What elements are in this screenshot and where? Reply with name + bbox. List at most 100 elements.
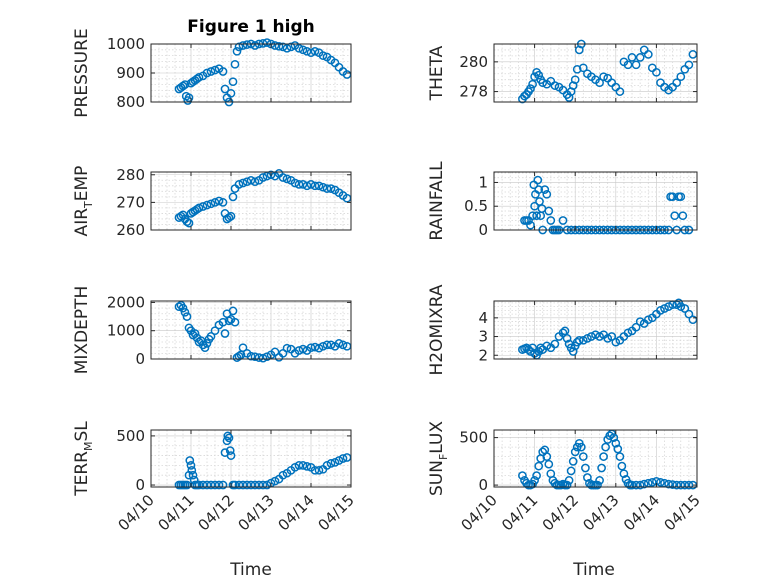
data-point bbox=[242, 177, 252, 187]
data-point bbox=[220, 329, 230, 338]
y-axis-label-subscript: F bbox=[437, 454, 450, 460]
data-point bbox=[318, 51, 328, 60]
data-point bbox=[672, 78, 682, 88]
data-point bbox=[226, 88, 236, 98]
data-point bbox=[534, 70, 544, 80]
data-point bbox=[595, 476, 604, 485]
data-point bbox=[631, 322, 641, 332]
data-point bbox=[178, 303, 188, 313]
data-point bbox=[290, 178, 300, 188]
y-tick-label: 280 bbox=[459, 53, 488, 71]
data-point bbox=[605, 431, 615, 441]
data-point bbox=[234, 351, 244, 361]
x-axis-label-right: Time bbox=[572, 560, 615, 580]
subplot-1: 800 900 1000 PRESSURE bbox=[72, 28, 352, 118]
data-point bbox=[246, 175, 256, 185]
data-point bbox=[587, 332, 596, 341]
y-axis-label: AIRTEMP bbox=[72, 166, 95, 237]
y-axis-label: TERRMSL bbox=[72, 421, 95, 497]
axes-frame bbox=[493, 171, 698, 231]
data-point bbox=[238, 41, 248, 50]
data-point bbox=[254, 353, 264, 362]
axes-frame bbox=[493, 43, 698, 103]
data-point bbox=[250, 41, 260, 50]
data-point bbox=[550, 339, 560, 349]
y-tick-label: 280 bbox=[116, 166, 145, 184]
y-tick-label: 3 bbox=[478, 328, 488, 346]
data-point bbox=[242, 480, 252, 490]
data-point bbox=[246, 480, 256, 490]
data-point bbox=[228, 306, 238, 316]
data-point bbox=[619, 469, 629, 479]
data-point bbox=[202, 480, 212, 490]
data-point bbox=[184, 218, 194, 228]
data-point bbox=[627, 480, 637, 490]
data-point bbox=[526, 220, 535, 230]
data-point bbox=[318, 341, 328, 351]
data-point bbox=[234, 42, 244, 52]
data-point bbox=[220, 84, 230, 94]
data-point bbox=[186, 461, 196, 470]
data-point bbox=[182, 312, 192, 321]
data-point bbox=[601, 442, 610, 452]
data-point bbox=[310, 181, 320, 191]
data-point bbox=[542, 189, 552, 199]
data-point bbox=[178, 81, 188, 91]
data-point bbox=[202, 339, 212, 348]
data-point bbox=[613, 444, 623, 454]
plot-area bbox=[494, 430, 697, 487]
y-tick-label: 500 bbox=[116, 427, 145, 445]
data-point bbox=[528, 211, 537, 221]
data-point bbox=[218, 317, 228, 327]
data-point bbox=[544, 459, 554, 469]
x-tick-label: 04/10 bbox=[115, 491, 158, 534]
data-point bbox=[593, 480, 602, 490]
data-point bbox=[562, 480, 572, 490]
y-tick-label: 1000 bbox=[107, 35, 145, 53]
data-point bbox=[282, 43, 292, 53]
data-point bbox=[314, 181, 324, 191]
data-point bbox=[528, 79, 537, 89]
data-point bbox=[326, 340, 336, 350]
data-point bbox=[546, 216, 556, 225]
axes-frame bbox=[150, 171, 352, 231]
y-axis-label: H2OMIXRA bbox=[427, 284, 447, 375]
data-point bbox=[643, 50, 653, 59]
data-point bbox=[214, 196, 224, 206]
data-point bbox=[540, 185, 550, 194]
data-point bbox=[194, 480, 204, 490]
data-point bbox=[194, 72, 204, 82]
data-point bbox=[310, 465, 320, 475]
data-point bbox=[562, 334, 572, 343]
data-point bbox=[576, 442, 586, 452]
data-point bbox=[568, 457, 578, 466]
data-point bbox=[572, 64, 582, 74]
subplot-4: 0 0.5 1 RAINFALL bbox=[427, 161, 698, 241]
data-point bbox=[676, 480, 686, 490]
data-point bbox=[680, 304, 690, 313]
data-point bbox=[198, 202, 208, 211]
y-axis-label-subscript: M bbox=[82, 442, 95, 452]
data-point bbox=[206, 480, 216, 490]
data-point bbox=[198, 480, 208, 490]
x-tick-label: 04/14 bbox=[275, 491, 318, 534]
data-point bbox=[526, 84, 535, 93]
data-point bbox=[282, 343, 292, 353]
data-point bbox=[660, 304, 669, 313]
y-axis-label: THETA bbox=[427, 45, 447, 101]
data-point bbox=[206, 332, 216, 341]
data-point bbox=[684, 480, 694, 490]
data-point bbox=[591, 330, 600, 340]
data-point bbox=[684, 309, 694, 319]
data-point bbox=[631, 480, 641, 490]
data-point bbox=[558, 328, 568, 338]
data-point bbox=[182, 217, 192, 227]
y-axis-label: MIXDEPTH bbox=[72, 286, 92, 375]
y-tick-label: 500 bbox=[459, 429, 488, 447]
x-tick-label: 04/14 bbox=[620, 491, 663, 534]
data-point bbox=[298, 180, 308, 189]
y-tick-label: 2000 bbox=[107, 293, 145, 311]
data-point bbox=[234, 180, 244, 189]
data-point bbox=[298, 344, 308, 354]
